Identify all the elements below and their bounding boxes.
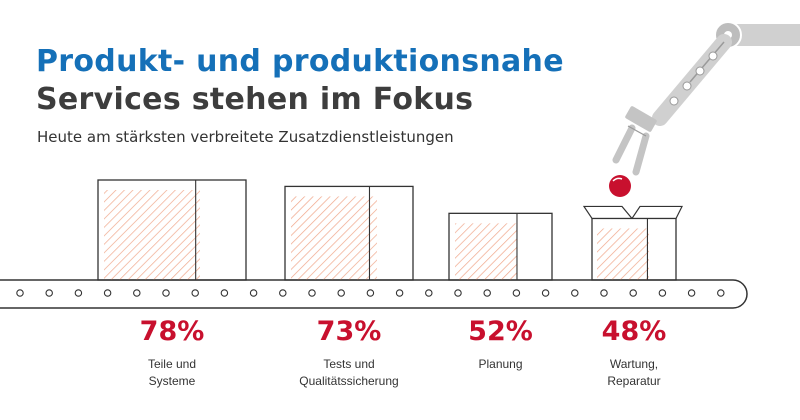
category-label: Wartung, Reparatur <box>607 357 661 388</box>
bar-fill <box>104 190 200 280</box>
roller-icon <box>571 289 579 297</box>
bar-outline <box>97 179 247 281</box>
roller-icon <box>483 289 491 297</box>
box-flap-left <box>582 205 633 219</box>
conveyor-belt <box>0 279 748 309</box>
roller-icon <box>162 289 170 297</box>
roller-icon <box>337 289 345 297</box>
roller-icon <box>600 289 608 297</box>
roller-icon <box>103 289 112 297</box>
value-label: 78% <box>139 316 205 347</box>
value-label: 48% <box>601 316 667 347</box>
value-label: 73% <box>316 316 382 347</box>
roller-icon <box>45 289 53 297</box>
roller-icon <box>541 289 550 297</box>
roller-icon <box>687 289 696 297</box>
roller-icon <box>220 289 229 297</box>
bar-outline <box>448 212 553 281</box>
roller-icon <box>16 289 24 297</box>
bar-box <box>97 179 247 281</box>
bar-outline <box>591 217 677 281</box>
category-label: Tests und Qualitätssicherung <box>299 357 399 388</box>
bar-fill <box>597 228 649 280</box>
roller-icon <box>191 289 199 297</box>
roller-icon <box>512 289 521 297</box>
roller-icon <box>658 289 667 297</box>
roller-icon <box>366 289 375 297</box>
ball-highlight <box>612 177 623 182</box>
bar-boxes <box>97 179 683 281</box>
roller-icon <box>279 289 287 297</box>
box-flap-right <box>631 205 683 219</box>
bar-fill <box>291 196 377 280</box>
bar-box <box>582 205 683 281</box>
roller-icon <box>308 289 316 297</box>
chart-title-line2: Services stehen im Fokus <box>36 82 474 117</box>
bar-box <box>284 185 414 281</box>
category-label: Planung <box>478 357 523 371</box>
roller-icon <box>717 289 725 297</box>
roller-icon <box>133 289 141 297</box>
bar-outline <box>284 185 414 281</box>
value-label: 52% <box>468 316 533 347</box>
chart-title-line1: Produkt- und produktionsnahe <box>36 44 564 79</box>
roller-icon <box>249 289 258 297</box>
category-label: Teile und Systeme <box>147 357 197 388</box>
robot-arm-icon <box>612 21 800 176</box>
roller-icon <box>425 289 433 297</box>
bar-fill <box>455 223 517 280</box>
roller-icon <box>74 289 83 297</box>
roller-icon <box>395 289 404 297</box>
bar-box <box>448 212 553 281</box>
roller-icon <box>454 289 462 297</box>
conveyor-rollers <box>16 289 725 297</box>
chart-subtitle: Heute am stärksten verbreitete Zusatzdie… <box>37 128 454 146</box>
roller-icon <box>629 289 637 297</box>
